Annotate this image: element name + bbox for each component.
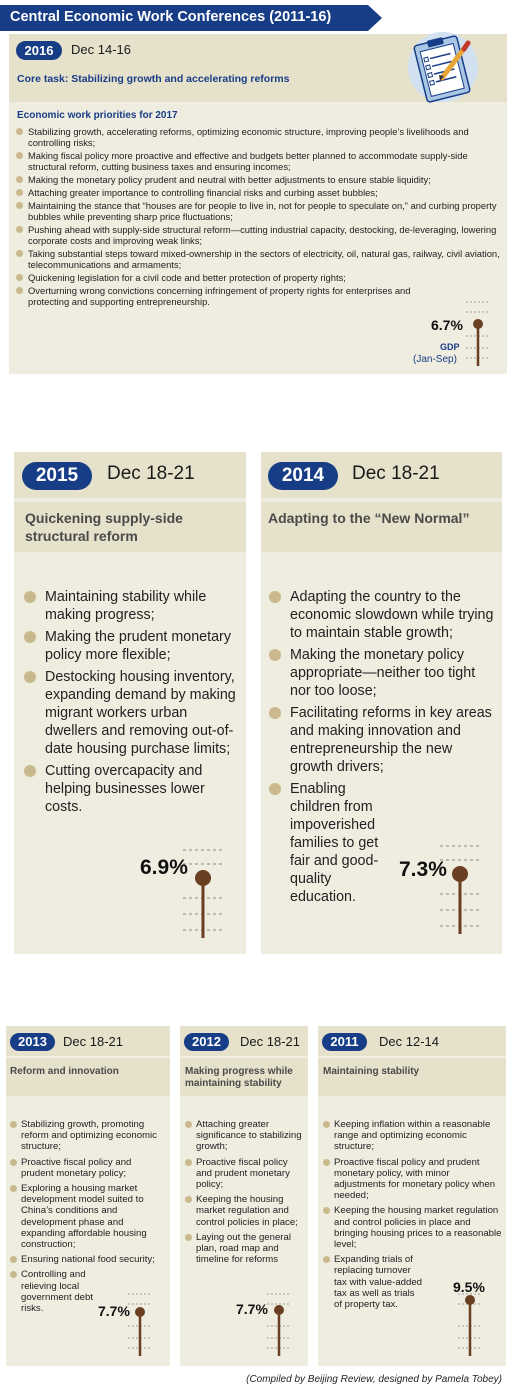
list-item: Making the prudent monetary policy more …: [24, 628, 240, 664]
priorities-list-2011: Keeping inflation within a reasonable ra…: [323, 1119, 503, 1314]
list-item: Keeping inflation within a reasonable ra…: [323, 1119, 503, 1153]
gdp-value-2014: 7.3%: [399, 858, 447, 881]
list-item: Destocking housing inventory, expanding …: [24, 668, 240, 758]
list-item: Enabling children from impoverished fami…: [269, 780, 397, 906]
list-item: Making the monetary policy appropriate—n…: [269, 646, 499, 700]
list-item: Overturning wrong convictions concerning…: [16, 285, 411, 307]
gdp-value-2013: 7.7%: [98, 1303, 130, 1319]
year-badge-2016: 2016: [16, 41, 62, 60]
list-item: Laying out the general plan, road map an…: [185, 1232, 305, 1266]
gdp-meter-2011: [458, 1293, 482, 1356]
year-badge-2015: 2015: [22, 462, 92, 490]
list-item: Ensuring national food security;: [10, 1254, 166, 1265]
gdp-value-2015: 6.9%: [140, 856, 188, 879]
gdp-period-2016: (Jan-Sep): [413, 354, 457, 365]
page-title: Central Economic Work Conferences (2011-…: [10, 9, 332, 25]
list-item: Proactive fiscal policy and prudent mone…: [10, 1157, 166, 1179]
date-2015: Dec 18-21: [107, 463, 195, 484]
year-badge-2014: 2014: [268, 462, 338, 490]
priorities-heading-2016: Economic work priorities for 2017: [17, 110, 178, 121]
list-item: Pushing ahead with supply-side structura…: [16, 224, 503, 246]
list-item: Keeping the housing market regulation an…: [323, 1205, 503, 1250]
credit-line: (Compiled by Beijing Review, designed by…: [246, 1374, 502, 1385]
subtitle-band-2014: [261, 502, 502, 552]
list-item: Controlling and relieving local governme…: [10, 1269, 98, 1314]
priorities-list-2013: Stabilizing growth, promoting reform and…: [10, 1119, 166, 1318]
list-item: Taking substantial steps toward mixed-ow…: [16, 248, 503, 270]
list-item: Proactive fiscal policy and prudent mone…: [323, 1157, 503, 1202]
gdp-meter-2016: [466, 301, 490, 366]
list-item: Making fiscal policy more proactive and …: [16, 150, 503, 172]
list-item: Maintaining stability while making progr…: [24, 588, 240, 624]
gdp-meter-2015: [183, 849, 223, 938]
list-item: Proactive fiscal policy and prudent mone…: [185, 1157, 305, 1191]
year-badge-2011: 2011: [322, 1033, 367, 1051]
date-2012: Dec 18-21: [240, 1034, 300, 1049]
date-2013: Dec 18-21: [63, 1034, 123, 1049]
list-item: Stabilizing growth, accelerating reforms…: [16, 126, 503, 148]
list-item: Exploring a housing market development m…: [10, 1183, 156, 1250]
date-2016: Dec 14-16: [71, 42, 131, 57]
year-badge-2012: 2012: [184, 1033, 229, 1051]
subtitle-band-2011: [318, 1058, 506, 1096]
list-item: Facilitating reforms in key areas and ma…: [269, 704, 499, 776]
gdp-value-2011: 9.5%: [453, 1279, 485, 1295]
priorities-list-2012: Attaching greater significance to stabil…: [185, 1119, 305, 1269]
gdp-meter-2014: [440, 845, 480, 934]
list-item: Attaching greater importance to controll…: [16, 187, 503, 198]
priorities-list-2016: Stabilizing growth, accelerating reforms…: [16, 126, 503, 309]
banner-shape: [0, 5, 382, 31]
subtitle-2014: Adapting to the “New Normal”: [268, 510, 470, 526]
gdp-value-2012: 7.7%: [236, 1301, 268, 1317]
subtitle-2015: Quickening supply-side structural reform: [25, 510, 183, 544]
title-banner: Central Economic Work Conferences (2011-…: [0, 5, 382, 31]
list-item: Cutting overcapacity and helping busines…: [24, 762, 240, 816]
date-2014: Dec 18-21: [352, 463, 440, 484]
clipboard-icon: [408, 32, 478, 103]
gdp-meter-2013: [128, 1293, 152, 1356]
subtitle-2012: Making progress while maintaining stabil…: [185, 1066, 293, 1089]
priorities-list-2014: Adapting the country to the economic slo…: [269, 588, 499, 910]
list-item: Attaching greater significance to stabil…: [185, 1119, 305, 1153]
list-item: Maintaining the stance that “houses are …: [16, 200, 503, 222]
year-badge-2013: 2013: [10, 1033, 55, 1051]
priorities-list-2015: Maintaining stability while making progr…: [24, 588, 240, 820]
gdp-value-2016: 6.7%: [431, 317, 463, 333]
list-item: Making the monetary policy prudent and n…: [16, 174, 503, 185]
gdp-meter-2012: [267, 1293, 291, 1356]
subtitle-band-2015: [14, 502, 246, 552]
subtitle-band-2013: [6, 1058, 170, 1096]
subtitle-2011: Maintaining stability: [323, 1066, 420, 1077]
list-item: Stabilizing growth, promoting reform and…: [10, 1119, 166, 1153]
list-item: Adapting the country to the economic slo…: [269, 588, 499, 642]
core-task-2016: Core task: Stabilizing growth and accele…: [17, 73, 290, 85]
list-item: Quickening legislation for a civil code …: [16, 272, 411, 283]
subtitle-band-2012: [180, 1058, 308, 1096]
subtitle-2013: Reform and innovation: [10, 1066, 119, 1077]
list-item: Keeping the housing market regulation an…: [185, 1194, 305, 1228]
gdp-label-2016: GDP: [440, 342, 460, 352]
list-item: Expanding trials of replacing turnover t…: [323, 1254, 425, 1310]
date-2011: Dec 12-14: [379, 1034, 439, 1049]
